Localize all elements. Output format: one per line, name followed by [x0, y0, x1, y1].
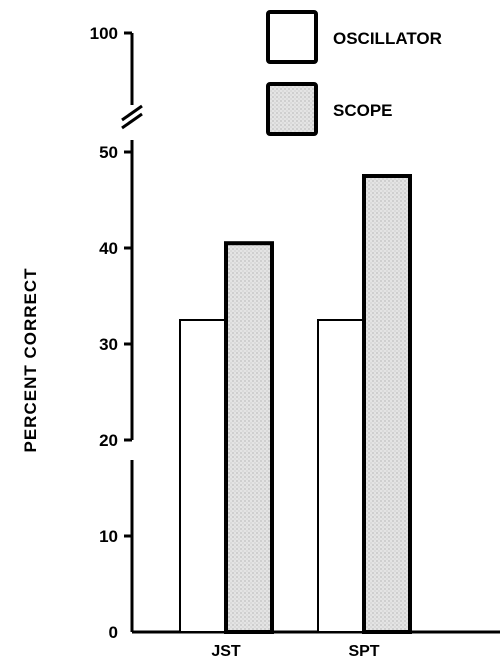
bar-scope-spt: [362, 174, 412, 634]
axis-break-mark: [121, 112, 143, 130]
legend: OSCILLATOR SCOPE: [266, 10, 442, 136]
legend-label-scope: SCOPE: [333, 101, 393, 120]
x-categories: JST SPT: [211, 643, 379, 660]
y-tick-label: 10: [99, 527, 118, 546]
y-tick-label: 0: [109, 623, 118, 642]
legend-swatch-scope: [266, 82, 318, 136]
y-ticks: 0 10 20 30 40 50 100: [90, 24, 132, 642]
axis-break-mark: [121, 104, 143, 122]
bars: [179, 174, 412, 634]
y-tick-label: 50: [99, 143, 118, 162]
bar-oscillator-spt: [317, 319, 365, 633]
y-tick-label: 100: [90, 24, 118, 43]
y-tick-label: 20: [99, 431, 118, 450]
y-tick-label: 40: [99, 239, 118, 258]
bar-oscillator-jst: [179, 319, 227, 633]
x-category-label: JST: [211, 643, 241, 660]
y-tick-label: 30: [99, 335, 118, 354]
x-category-label: SPT: [348, 643, 379, 660]
y-axis-label: PERCENT CORRECT: [21, 267, 40, 452]
bar-scope-jst: [224, 241, 274, 634]
legend-label-oscillator: OSCILLATOR: [333, 29, 442, 48]
legend-swatch-oscillator: [266, 10, 318, 64]
